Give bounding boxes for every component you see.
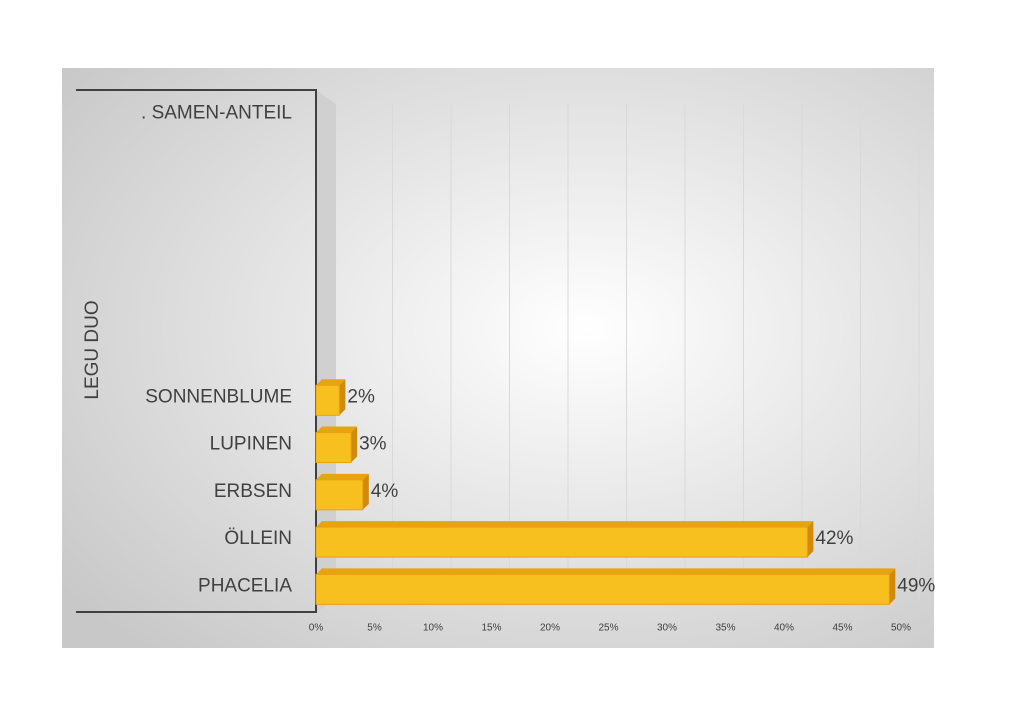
x-tick-label: 50% <box>891 623 911 634</box>
x-tick-label: 0% <box>309 623 324 634</box>
bar-side <box>889 568 896 605</box>
y-axis-title: LEGU DUO <box>82 300 103 399</box>
axis-frame <box>76 89 317 613</box>
chart-area <box>62 68 934 648</box>
bar <box>315 479 364 511</box>
x-tick-label: 35% <box>715 623 735 634</box>
x-tick-label: 20% <box>540 623 560 634</box>
bar-side <box>351 426 358 463</box>
bar-top <box>316 568 896 575</box>
x-tick-label: 40% <box>774 623 794 634</box>
bar-side <box>807 521 814 558</box>
bar-top <box>316 426 358 433</box>
bar-side <box>362 473 369 510</box>
category-label: PHACELIA <box>198 575 292 596</box>
bar <box>315 573 890 605</box>
bar-side <box>339 379 346 416</box>
x-tick-label: 15% <box>481 623 501 634</box>
bar <box>315 432 352 464</box>
category-label: SONNENBLUME <box>145 386 292 407</box>
value-label: 4% <box>371 481 399 502</box>
x-tick-label: 45% <box>832 623 852 634</box>
bar-top <box>316 521 814 528</box>
value-label: 42% <box>815 528 853 549</box>
x-tick-label: 30% <box>657 623 677 634</box>
bar <box>315 526 808 558</box>
value-label: 49% <box>897 575 935 596</box>
category-label: . SAMEN-ANTEIL <box>141 103 292 124</box>
value-label: 2% <box>347 386 375 407</box>
category-label: ÖLLEIN <box>224 528 292 549</box>
x-tick-label: 25% <box>598 623 618 634</box>
x-tick-label: 10% <box>423 623 443 634</box>
category-label: LUPINEN <box>210 434 292 455</box>
bar <box>315 384 340 416</box>
value-label: 3% <box>359 434 387 455</box>
category-label: ERBSEN <box>214 481 292 502</box>
bar-top <box>316 473 369 480</box>
x-tick-label: 5% <box>367 623 382 634</box>
bar-top <box>316 379 346 386</box>
